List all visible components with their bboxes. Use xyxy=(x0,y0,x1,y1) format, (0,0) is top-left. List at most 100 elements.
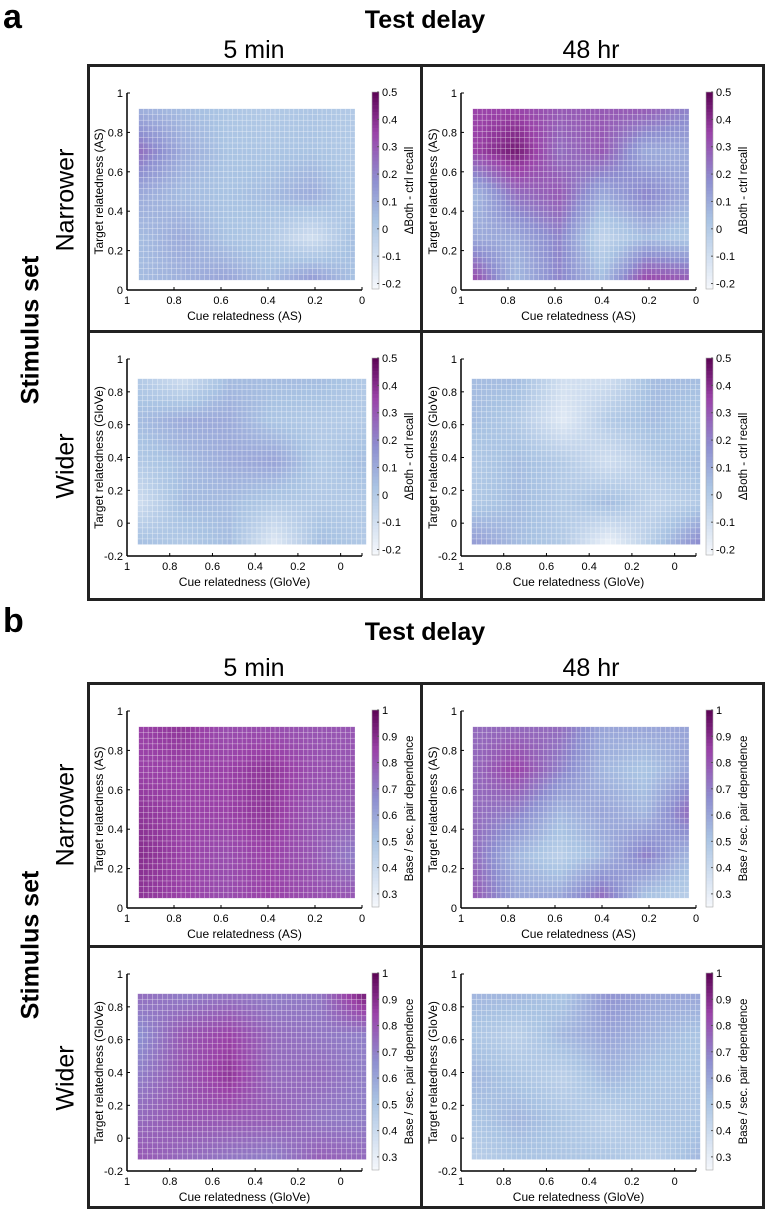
heatmap-cell xyxy=(187,428,193,435)
heatmap-cell xyxy=(690,395,696,402)
heatmap-cell xyxy=(202,477,208,485)
colorbar-segment xyxy=(372,410,379,415)
heatmap-cell xyxy=(204,245,210,252)
heatmap-cell xyxy=(138,199,144,207)
heatmap-cell xyxy=(162,245,168,252)
heatmap-cell xyxy=(669,257,676,264)
heatmap-cell xyxy=(350,114,356,121)
heatmap-cell xyxy=(651,199,657,207)
heatmap-cell xyxy=(580,137,586,144)
heatmap-cell xyxy=(180,257,187,264)
heatmap-cell xyxy=(575,142,582,150)
heatmap-cell xyxy=(216,439,223,446)
heatmap-cell xyxy=(571,159,577,167)
heatmap-cell xyxy=(519,108,525,115)
heatmap-cell xyxy=(646,194,652,201)
heatmap-cell xyxy=(172,417,178,424)
heatmap-cell xyxy=(207,378,213,385)
heatmap-cell xyxy=(477,251,483,258)
heatmap-cell xyxy=(312,211,318,218)
colorbar-segment xyxy=(372,374,379,378)
colorbar-segment xyxy=(706,105,713,109)
heatmap-cell xyxy=(307,137,313,144)
heatmap-cell xyxy=(194,251,201,258)
heatmap-cell xyxy=(336,428,342,435)
heatmap-cell xyxy=(335,154,342,161)
heatmap-cell xyxy=(646,199,652,207)
heatmap-cell xyxy=(361,488,367,496)
heatmap-cell xyxy=(317,234,323,241)
heatmap-cell xyxy=(237,217,243,224)
heatmap-cell xyxy=(543,125,549,132)
heatmap-cell xyxy=(246,239,252,247)
heatmap-cell xyxy=(256,137,262,144)
heatmap-cell xyxy=(505,268,511,275)
heatmap-cell xyxy=(270,199,276,207)
heatmap-cell xyxy=(341,477,347,485)
heatmap-cell xyxy=(194,245,201,252)
heatmap-cell xyxy=(303,211,309,218)
heatmap-cell xyxy=(147,516,153,523)
heatmap-cell xyxy=(204,119,210,127)
heatmap-cell xyxy=(346,522,352,529)
colorbar-segment xyxy=(706,124,713,129)
heatmap-cell xyxy=(286,483,293,490)
heatmap-cell xyxy=(312,159,318,167)
x-axis-label: Cue relatedness (AS) xyxy=(521,309,636,323)
heatmap-cell xyxy=(557,114,563,121)
heatmap-cell xyxy=(166,159,172,167)
heatmap-cell xyxy=(306,500,312,507)
heatmap-cell xyxy=(266,477,273,485)
heatmap-cell xyxy=(279,159,285,167)
heatmap-cell xyxy=(526,428,532,435)
heatmap-cell xyxy=(321,159,328,167)
heatmap-cell xyxy=(331,239,337,247)
heatmap-cell xyxy=(199,268,205,275)
heatmap-cell xyxy=(561,222,568,230)
heatmap-cell xyxy=(246,131,252,138)
heatmap-cell xyxy=(180,165,187,172)
heatmap-cell xyxy=(679,142,685,150)
heatmap-cell xyxy=(209,154,215,161)
heatmap-cell xyxy=(650,395,656,402)
heatmap-cell xyxy=(599,194,605,201)
heatmap-cell xyxy=(223,234,229,241)
heatmap-cell xyxy=(211,400,218,407)
heatmap-cell xyxy=(496,222,502,230)
heatmap-cell xyxy=(251,199,257,207)
heatmap-cell xyxy=(613,137,619,144)
heatmap-cell xyxy=(345,268,351,275)
heatmap-cell xyxy=(296,500,302,507)
heatmap-cell xyxy=(599,171,605,178)
heatmap-cell xyxy=(651,177,657,184)
heatmap-cell xyxy=(137,378,143,385)
heatmap-cell xyxy=(266,444,273,451)
heatmap-cell xyxy=(232,108,238,115)
heatmap-cell xyxy=(209,217,215,224)
heatmap-cell xyxy=(613,268,619,275)
heatmap-cell xyxy=(331,505,337,512)
heatmap-cell xyxy=(147,417,153,424)
heatmap-cell xyxy=(251,274,257,281)
heatmap-cell xyxy=(274,228,281,235)
heatmap-cell xyxy=(640,422,646,429)
heatmap-cell xyxy=(261,400,268,407)
heatmap-cell xyxy=(575,411,582,418)
heatmap-cell xyxy=(326,262,332,270)
heatmap-cell xyxy=(187,505,193,512)
heatmap-cell xyxy=(171,148,177,155)
heatmap-cell xyxy=(152,494,158,501)
heatmap-cell xyxy=(340,199,346,207)
heatmap-cell xyxy=(361,406,367,413)
heatmap-cell xyxy=(251,383,258,391)
heatmap-cell xyxy=(595,395,602,402)
heatmap-cell xyxy=(336,450,342,457)
heatmap-cell xyxy=(237,199,243,207)
heatmap-cell xyxy=(632,165,638,172)
heatmap-cell xyxy=(627,234,633,241)
heatmap-cell xyxy=(177,527,183,534)
heatmap-cell xyxy=(241,142,248,150)
heatmap-cell xyxy=(557,268,563,275)
heatmap-cell xyxy=(232,125,238,132)
heatmap-cell xyxy=(651,114,657,121)
